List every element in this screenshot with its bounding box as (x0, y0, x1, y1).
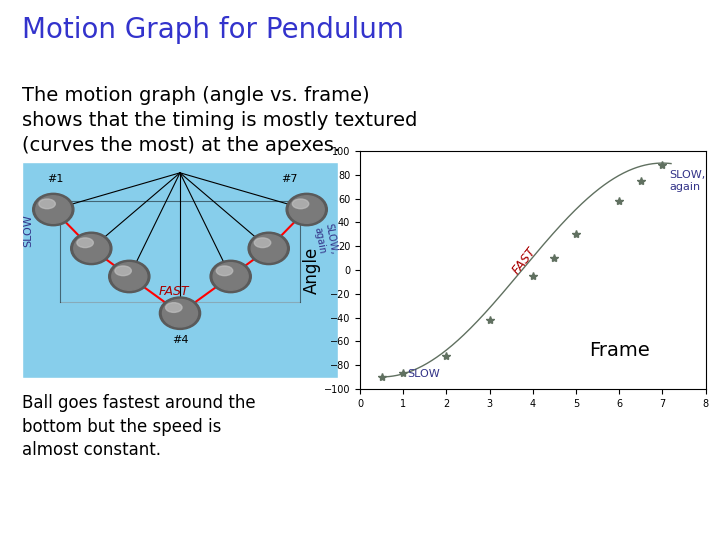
Text: Frame: Frame (589, 341, 649, 360)
Ellipse shape (210, 260, 251, 293)
Ellipse shape (32, 193, 74, 226)
Text: The motion graph (angle vs. frame)
shows that the timing is mostly textured
(cur: The motion graph (angle vs. frame) shows… (22, 86, 417, 156)
Text: Ball goes fastest around the
bottom but the speed is
almost constant.: Ball goes fastest around the bottom but … (22, 394, 255, 460)
Ellipse shape (248, 232, 289, 265)
Text: SLOW,
again: SLOW, again (669, 170, 705, 192)
Ellipse shape (216, 266, 233, 276)
Text: Motion Graph for Pendulum: Motion Graph for Pendulum (22, 16, 404, 44)
Ellipse shape (292, 199, 309, 209)
Ellipse shape (289, 195, 324, 223)
Ellipse shape (109, 260, 150, 293)
Ellipse shape (166, 302, 182, 312)
Text: SLOW: SLOW (23, 215, 33, 247)
Ellipse shape (77, 238, 94, 247)
Text: #1: #1 (47, 173, 63, 184)
Ellipse shape (254, 238, 271, 247)
Ellipse shape (73, 234, 109, 262)
Text: #7: #7 (281, 173, 297, 184)
Ellipse shape (159, 297, 201, 329)
Ellipse shape (71, 232, 112, 265)
Ellipse shape (36, 195, 71, 223)
Text: FAST: FAST (510, 245, 539, 276)
Ellipse shape (112, 263, 147, 291)
Ellipse shape (115, 266, 131, 276)
Text: SLOW,
again: SLOW, again (312, 222, 339, 257)
Text: SLOW: SLOW (408, 369, 440, 379)
Ellipse shape (251, 234, 287, 262)
Y-axis label: Angle: Angle (303, 246, 321, 294)
Ellipse shape (286, 193, 328, 226)
Ellipse shape (213, 263, 248, 291)
Text: FAST: FAST (158, 285, 189, 298)
Ellipse shape (163, 299, 197, 327)
Ellipse shape (39, 199, 55, 209)
Text: #4: #4 (172, 335, 188, 345)
